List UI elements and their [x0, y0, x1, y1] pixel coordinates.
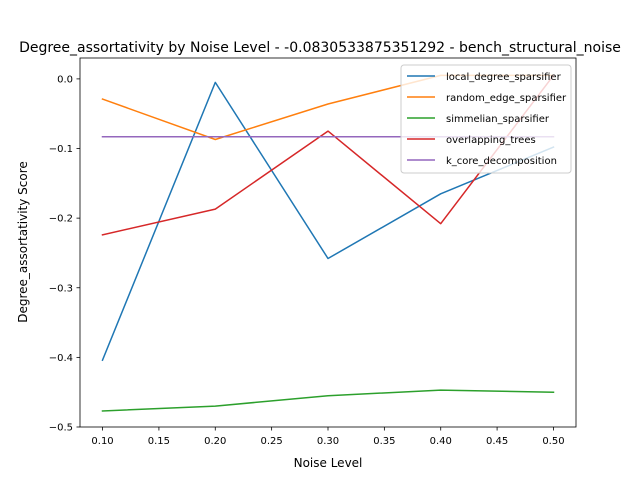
y-axis-label: Degree_assortativity Score: [16, 161, 30, 323]
legend-simmelian-sparsifier-label: simmelian_sparsifier: [446, 114, 550, 125]
legend-overlapping-trees-label: overlapping_trees: [446, 135, 536, 146]
legend-box: [400, 64, 572, 174]
x-tick-label: 0.50: [542, 436, 564, 447]
legend-local-degree-sparsifier-label: local_degree_sparsifier: [446, 72, 562, 83]
legend-random-edge-sparsifier-label: random_edge_sparsifier: [446, 93, 567, 104]
y-tick-label: −0.4: [49, 353, 73, 364]
y-tick-label: −0.5: [49, 423, 73, 434]
x-tick-label: 0.30: [317, 436, 339, 447]
x-axis-label: Noise Level: [294, 456, 363, 470]
y-tick-label: 0.0: [57, 74, 73, 85]
x-tick-label: 0.25: [261, 436, 283, 447]
x-tick-label: 0.20: [204, 436, 226, 447]
legend: local_degree_sparsifier random_edge_spars…: [400, 64, 572, 174]
y-ticks: −0.5 −0.4 −0.3 −0.2 −0.1 0.0: [49, 74, 80, 434]
x-tick-label: 0.15: [148, 436, 170, 447]
x-tick-label: 0.10: [91, 436, 113, 447]
series-layer: [101, 74, 555, 412]
x-ticks: 0.10 0.15 0.20 0.25 0.30 0.35 0.40 0.45 0.50: [91, 427, 565, 447]
y-tick-label: −0.1: [49, 144, 73, 155]
series-line-overlapping-trees: [101, 74, 555, 236]
series-line-local-degree-sparsifier: [101, 81, 555, 362]
y-tick-label: −0.2: [49, 214, 73, 225]
y-tick-label: −0.3: [49, 283, 73, 294]
x-tick-label: 0.35: [373, 436, 395, 447]
chart-title: Degree_assortativity by Noise Level - -0…: [19, 40, 621, 56]
legend-k-core-decomposition-label: k_core_decomposition: [446, 156, 557, 167]
x-tick-label: 0.40: [430, 436, 452, 447]
x-tick-label: 0.45: [486, 436, 508, 447]
series-line-simmelian-sparsifier: [101, 389, 555, 412]
